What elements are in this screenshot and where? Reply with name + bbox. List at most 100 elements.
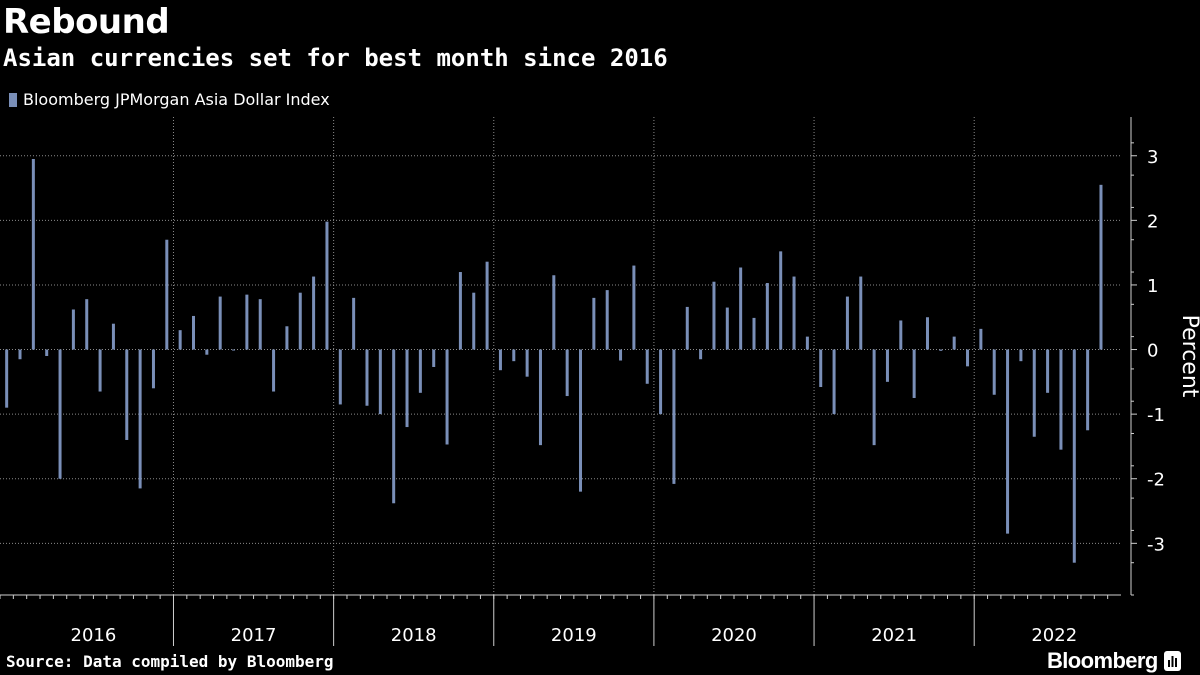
bar [1046, 349, 1050, 393]
y-tick-label: 1 [1147, 276, 1158, 297]
bar [765, 283, 769, 350]
bar [325, 221, 329, 350]
bar [151, 349, 155, 389]
bar [352, 297, 356, 350]
chart-subtitle: Asian currencies set for best month sinc… [3, 44, 668, 72]
bar [992, 349, 996, 395]
bar [218, 296, 222, 350]
bar [805, 336, 809, 350]
x-tick-label: 2019 [551, 625, 597, 646]
bar [58, 349, 62, 479]
bar [71, 309, 75, 350]
bar [45, 349, 49, 356]
bar [365, 349, 369, 406]
bloomberg-logo: Bloomberg [1047, 648, 1181, 674]
bar [792, 276, 796, 350]
x-tick-label: 2020 [711, 625, 757, 646]
y-tick-label: -2 [1147, 470, 1165, 491]
bar [392, 349, 396, 504]
x-tick-label: 2021 [871, 625, 917, 646]
bar [939, 349, 943, 351]
bar [85, 299, 89, 350]
bar [5, 349, 9, 408]
bar [205, 349, 209, 355]
bar [445, 349, 449, 445]
bar [285, 326, 289, 350]
bar [819, 349, 823, 388]
bar [1019, 349, 1023, 362]
bar [739, 267, 743, 350]
bar [725, 307, 729, 350]
y-tick-label: 3 [1147, 147, 1158, 168]
bar [672, 349, 676, 484]
bar [752, 317, 756, 350]
bar [485, 261, 489, 350]
bar [1006, 349, 1010, 534]
bar [98, 349, 102, 392]
bar [458, 272, 462, 350]
y-tick-label: -1 [1147, 405, 1165, 426]
bar [645, 349, 649, 384]
bar [232, 349, 236, 351]
y-tick-label: -3 [1147, 534, 1165, 555]
logo-text: Bloomberg [1047, 648, 1158, 673]
source-note: Source: Data compiled by Bloomberg [6, 652, 334, 671]
bar [111, 323, 115, 350]
bar [245, 294, 249, 350]
bar [178, 330, 182, 350]
x-tick-label: 2016 [71, 625, 117, 646]
bar [659, 349, 663, 415]
bar [165, 239, 169, 350]
bar [512, 349, 516, 362]
bar [565, 349, 569, 397]
bar [498, 349, 502, 371]
legend-swatch [9, 92, 17, 107]
bar [966, 349, 970, 367]
bar [832, 349, 836, 415]
bar [979, 328, 983, 350]
bar [712, 281, 716, 350]
bar [1072, 349, 1076, 563]
bloomberg-badge-icon [1163, 651, 1181, 671]
bar [192, 315, 196, 350]
bar [885, 349, 889, 382]
bar [912, 349, 916, 398]
bar [18, 349, 22, 360]
y-tick-label: 2 [1147, 211, 1158, 232]
bar [338, 349, 342, 405]
bar [432, 349, 436, 367]
bar [779, 251, 783, 350]
bar [1086, 349, 1090, 431]
bar [899, 320, 903, 350]
bar [312, 276, 316, 350]
bar [699, 349, 703, 360]
bar [418, 349, 422, 393]
bar [298, 292, 302, 350]
bar [592, 297, 596, 350]
y-axis-label: Percent [1177, 315, 1200, 398]
bar [552, 275, 556, 350]
bar [859, 276, 863, 350]
bar [685, 306, 689, 350]
bar [538, 349, 542, 446]
bar [31, 158, 35, 350]
x-tick-label: 2022 [1031, 625, 1077, 646]
bar [1099, 184, 1103, 350]
bar [605, 290, 609, 350]
bar [258, 299, 262, 350]
bar [619, 349, 623, 361]
bar [845, 296, 849, 350]
bar [138, 349, 142, 489]
bar [1059, 349, 1063, 450]
x-tick-label: 2017 [231, 625, 277, 646]
bar [525, 349, 529, 377]
bar [872, 349, 876, 446]
bar [632, 265, 636, 350]
x-tick-label: 2018 [391, 625, 437, 646]
bar [579, 349, 583, 492]
bar [378, 349, 382, 415]
legend-label: Bloomberg JPMorgan Asia Dollar Index [23, 90, 330, 109]
bar [925, 317, 929, 350]
y-tick-label: 0 [1147, 341, 1158, 362]
